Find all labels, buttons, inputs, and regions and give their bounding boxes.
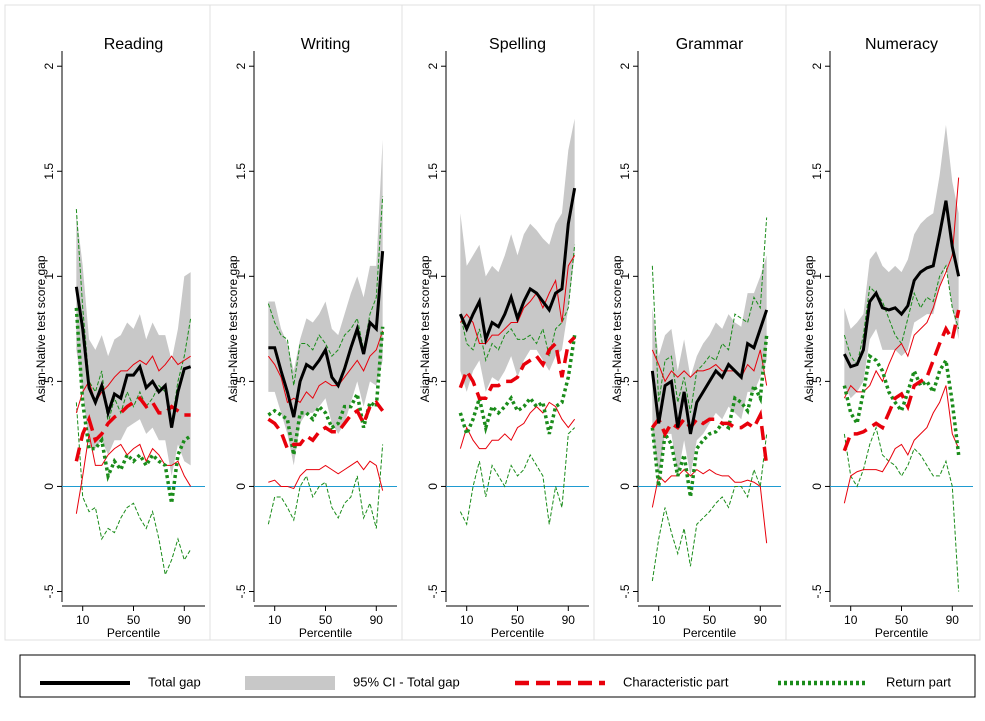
total-line bbox=[74, 286, 192, 428]
y-tick-label: 1 bbox=[426, 273, 440, 280]
legend-swatch bbox=[245, 676, 335, 690]
characteristic-ci-line bbox=[75, 433, 192, 514]
x-tick-label: 50 bbox=[127, 613, 141, 627]
y-tick-label: 1 bbox=[618, 273, 632, 280]
y-tick-label: 0 bbox=[810, 483, 824, 490]
characteristic-line bbox=[650, 409, 769, 466]
x-axis-label: Percentile bbox=[107, 626, 161, 640]
x-tick-label: 90 bbox=[178, 613, 192, 627]
characteristic-ci-line bbox=[459, 401, 576, 450]
y-tick-label: -.5 bbox=[234, 584, 248, 598]
x-tick-label: 50 bbox=[511, 613, 525, 627]
x-axis-label: Percentile bbox=[683, 626, 737, 640]
legend-box bbox=[19, 654, 976, 698]
return-ci-line bbox=[651, 433, 768, 582]
return-ci-line bbox=[459, 427, 576, 526]
return-ci-line bbox=[651, 217, 768, 413]
x-tick-label: 90 bbox=[946, 613, 960, 627]
y-tick-label: 1 bbox=[42, 273, 56, 280]
return-line bbox=[842, 353, 961, 456]
x-tick-label: 50 bbox=[319, 613, 333, 627]
return-line bbox=[267, 326, 385, 456]
characteristic-ci-line bbox=[267, 330, 384, 404]
y-tick-label: 1.5 bbox=[426, 163, 440, 180]
y-axis-label: Asian-Native test score gap bbox=[418, 255, 432, 402]
y-tick-label: 1 bbox=[810, 273, 824, 280]
x-tick-label: 90 bbox=[754, 613, 768, 627]
panel-title: Writing bbox=[301, 36, 351, 53]
y-tick-label: 0 bbox=[42, 483, 56, 490]
y-tick-label: .5 bbox=[42, 376, 56, 386]
return-ci-line bbox=[267, 444, 384, 529]
total-line bbox=[843, 200, 961, 369]
x-tick-label: 10 bbox=[844, 613, 858, 627]
y-tick-label: -.5 bbox=[42, 584, 56, 598]
total-line bbox=[458, 187, 577, 346]
y-tick-label: .5 bbox=[810, 376, 824, 386]
legend-label: Characteristic part bbox=[623, 674, 729, 689]
return-line bbox=[74, 307, 192, 504]
y-tick-label: -.5 bbox=[810, 584, 824, 598]
characteristic-ci-line bbox=[268, 460, 384, 491]
y-tick-label: .5 bbox=[426, 376, 440, 386]
return-ci-line bbox=[459, 244, 576, 363]
y-tick-label: 2 bbox=[42, 63, 56, 70]
x-axis-label: Percentile bbox=[299, 626, 353, 640]
y-tick-label: 1.5 bbox=[234, 163, 248, 180]
x-tick-label: 50 bbox=[703, 613, 717, 627]
total-line bbox=[650, 309, 769, 435]
y-tick-label: 2 bbox=[426, 63, 440, 70]
y-tick-label: -.5 bbox=[426, 584, 440, 598]
ci-band bbox=[76, 213, 191, 476]
panel-title: Grammar bbox=[676, 36, 744, 53]
panel-title: Numeracy bbox=[865, 36, 938, 53]
ci-band bbox=[268, 139, 383, 466]
y-tick-label: 2 bbox=[618, 63, 632, 70]
y-axis-label: Asian-Native test score gap bbox=[802, 255, 816, 402]
return-line bbox=[650, 334, 769, 498]
y-tick-label: 2 bbox=[810, 63, 824, 70]
y-tick-label: 2 bbox=[234, 63, 248, 70]
x-tick-label: 10 bbox=[652, 613, 666, 627]
return-ci-line bbox=[75, 402, 192, 577]
x-tick-label: 50 bbox=[895, 613, 909, 627]
x-tick-label: 10 bbox=[460, 613, 474, 627]
x-tick-label: 90 bbox=[562, 613, 576, 627]
legend-label: Return part bbox=[886, 674, 951, 689]
x-tick-label: 10 bbox=[76, 613, 90, 627]
x-axis-label: Percentile bbox=[875, 626, 929, 640]
legend-label: 95% CI - Total gap bbox=[353, 674, 460, 689]
y-tick-label: .5 bbox=[618, 376, 632, 386]
panel-title: Reading bbox=[104, 36, 164, 53]
y-tick-label: 0 bbox=[426, 483, 440, 490]
ci-band bbox=[460, 118, 575, 392]
y-axis-label: Asian-Native test score gap bbox=[610, 255, 624, 402]
total-line bbox=[268, 250, 385, 418]
characteristic-ci-line bbox=[651, 468, 768, 544]
characteristic-line bbox=[842, 309, 961, 452]
y-tick-label: 1.5 bbox=[42, 163, 56, 180]
y-tick-label: .5 bbox=[234, 376, 248, 386]
y-tick-label: 1 bbox=[234, 273, 248, 280]
y-tick-label: 1.5 bbox=[618, 163, 632, 180]
characteristic-line bbox=[74, 395, 191, 462]
y-tick-label: 0 bbox=[234, 483, 248, 490]
legend-label: Total gap bbox=[148, 674, 201, 689]
return-ci-line bbox=[75, 209, 192, 424]
characteristic-line bbox=[267, 400, 385, 452]
characteristic-ci-line bbox=[843, 385, 960, 504]
y-axis-label: Asian-Native test score gap bbox=[226, 255, 240, 402]
x-tick-label: 10 bbox=[268, 613, 282, 627]
y-tick-label: 1.5 bbox=[810, 163, 824, 180]
characteristic-line bbox=[458, 336, 576, 400]
y-axis-label: Asian-Native test score gap bbox=[34, 255, 48, 402]
characteristic-ci-line bbox=[651, 349, 768, 386]
y-tick-label: -.5 bbox=[618, 584, 632, 598]
x-axis-label: Percentile bbox=[491, 626, 545, 640]
x-tick-label: 90 bbox=[370, 613, 384, 627]
y-tick-label: 0 bbox=[618, 483, 632, 490]
ci-band bbox=[844, 125, 959, 399]
panel-title: Spelling bbox=[489, 36, 546, 53]
